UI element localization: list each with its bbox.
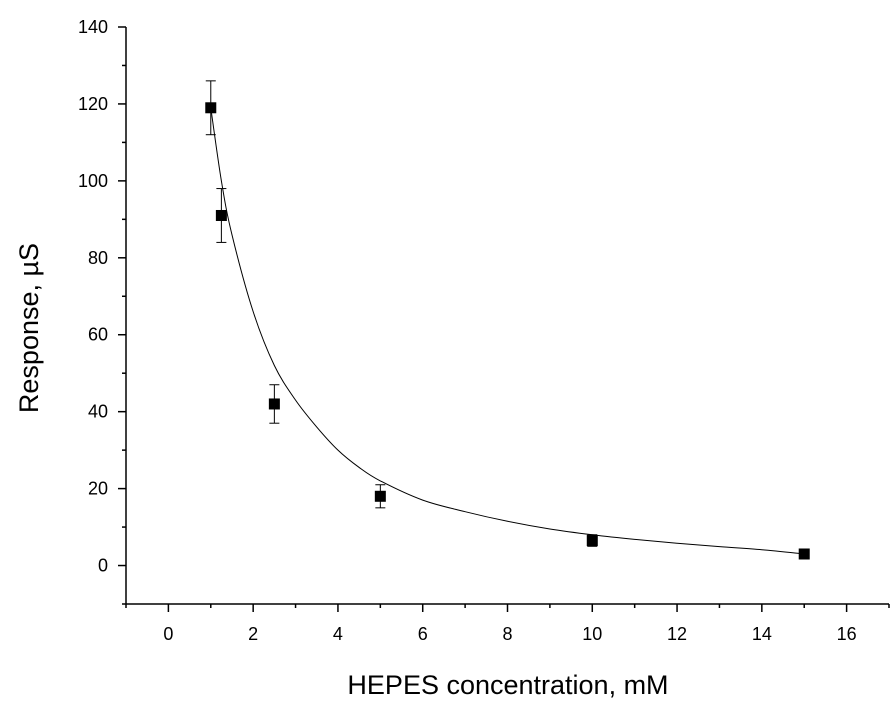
data-point-marker xyxy=(586,535,598,547)
data-point xyxy=(374,484,386,509)
data-point xyxy=(215,188,227,243)
data-points-layer xyxy=(205,80,810,560)
x-tick-label: 2 xyxy=(248,624,258,644)
y-tick-label: 80 xyxy=(88,248,108,268)
x-tick-label: 12 xyxy=(667,624,687,644)
data-point-marker xyxy=(215,209,227,221)
data-point xyxy=(268,384,280,424)
data-point-marker xyxy=(205,102,217,114)
x-tick-label: 6 xyxy=(418,624,428,644)
axes xyxy=(125,27,889,605)
y-axis-title: Response, µS xyxy=(14,243,44,413)
x-axis-title: HEPES concentration, mM xyxy=(347,670,668,700)
fit-curve-layer xyxy=(210,107,805,555)
y-tick-label: 20 xyxy=(88,479,108,499)
x-tick-label: 0 xyxy=(163,624,173,644)
y-tick-label: 140 xyxy=(78,17,108,37)
x-ticks: 0 2 4 6 8 10 12 14 16 xyxy=(125,604,890,644)
data-point xyxy=(586,534,598,547)
data-point-marker xyxy=(798,548,810,560)
x-tick-label: 16 xyxy=(837,624,857,644)
y-tick-label: 60 xyxy=(88,325,108,345)
data-point-marker xyxy=(374,490,386,502)
y-tick-label: 120 xyxy=(78,94,108,114)
fit-curve-line xyxy=(210,107,805,555)
y-ticks: 0 20 40 60 80 100 120 140 xyxy=(78,17,126,605)
x-tick-label: 8 xyxy=(502,624,512,644)
y-tick-label: 40 xyxy=(88,402,108,422)
y-tick-label: 100 xyxy=(78,171,108,191)
data-point-marker xyxy=(268,398,280,410)
y-tick-label: 0 xyxy=(98,556,108,576)
data-point xyxy=(205,80,217,136)
x-tick-label: 10 xyxy=(582,624,602,644)
data-point xyxy=(798,548,810,560)
x-tick-label: 4 xyxy=(333,624,343,644)
x-tick-label: 14 xyxy=(752,624,772,644)
